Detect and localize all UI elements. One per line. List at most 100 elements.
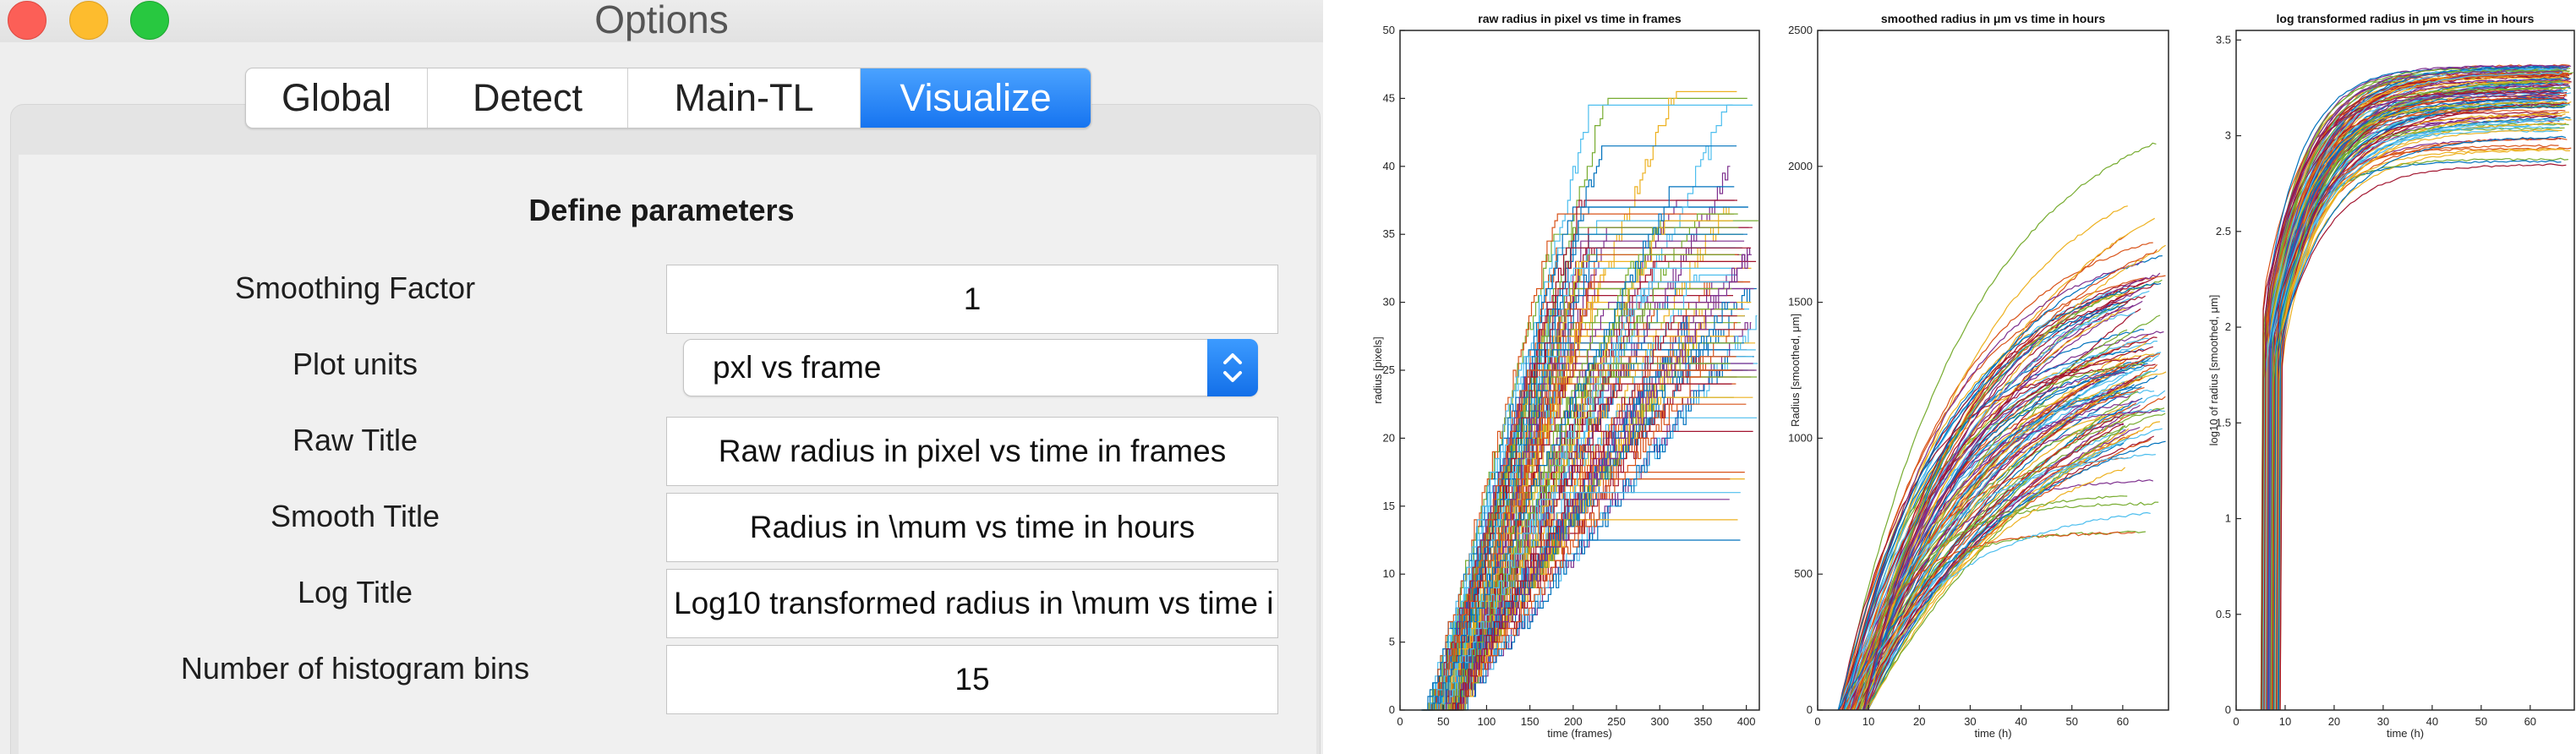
series-line [1860,530,2146,711]
y-tick-label: 1500 [1788,296,1813,309]
series-line [2262,160,2562,711]
series-line [2267,98,2567,711]
series-line [2269,91,2562,711]
plots-area: 0 50 100 150 200 250 300 350 400 0 5 10 15 20 25 30 35 40… [1323,0,2576,754]
series-line [2274,82,2563,711]
x-tick-label: 0 [2233,715,2239,728]
x-tick-label: 60 [2117,715,2129,728]
plot-frame [2235,30,2575,711]
series-line [2266,72,2573,711]
x-tick-label: 10 [2279,715,2291,728]
series-line [1449,383,1732,711]
tab-detect[interactable]: Detect [428,68,628,128]
x-tick-label: 40 [2015,715,2026,728]
y-tick-label: 30 [1383,296,1395,309]
series-group [1837,142,2167,711]
series-line [1437,247,1752,711]
series-line [1856,423,2125,711]
x-tick-label: 10 [1862,715,1874,728]
series-line [1867,391,2139,711]
histogram-bins-field[interactable]: 15 [666,645,1278,714]
series-line [2273,113,2566,711]
series-line [1850,382,2125,711]
x-tick-label: 50 [2475,715,2487,728]
series-line [1432,369,1732,711]
tab-global[interactable]: Global [246,68,428,128]
series-line [1841,431,2139,710]
chart-title: smoothed radius in μm vs time in hours [1881,12,2105,25]
x-tick-label: 200 [1564,715,1583,728]
smoothed-radius-plot: 0 10 20 30 40 50 60 0 500 1000 1500 2000 2500 smoothe… [1788,12,2169,740]
series-line [2275,90,2564,711]
y-tick-label: 35 [1383,227,1395,240]
plot-units-select[interactable]: pxl vs frame [683,339,1258,396]
series-line [1425,281,1731,711]
series-line [1853,205,2128,710]
series-line [1837,299,2130,711]
close-window-button[interactable] [8,1,46,40]
series-line [2263,101,2572,711]
series-line [2265,75,2569,711]
plot-frame [1817,30,2169,711]
series-line [1839,346,2153,711]
y-tick-label: 15 [1383,500,1395,512]
log-radius-plot: 0 10 20 30 40 50 60 0 0.5 1 1.5 2 2.5 3 3.5 log transfo… [2207,12,2575,740]
tab-main-tl[interactable]: Main-TL [628,68,861,128]
series-line [1842,295,2146,710]
minimize-window-button[interactable] [69,1,108,40]
section-heading: Define parameters [528,193,795,227]
series-line [2267,70,2563,711]
series-line [2263,97,2563,711]
options-window: Options Global Detect Main-TL Visualize … [0,0,1323,754]
series-line [1858,279,2163,710]
smooth-title-field[interactable]: Radius in \mum vs time in hours [666,493,1278,562]
series-line [1855,366,2145,710]
series-line [1433,492,1741,711]
series-line [1863,304,2125,711]
y-tick-label: 50 [1383,24,1395,36]
smoothing-factor-field[interactable]: 1 [666,265,1278,334]
x-axis-label: time (h) [1974,727,2011,740]
series-line [2261,83,2569,711]
series-line [1839,242,2153,711]
series-line [1427,356,1753,711]
y-tick-label: 2500 [1788,24,1813,36]
series-line [1844,329,2145,710]
series-line [2278,128,2562,711]
raw-radius-plot: 0 50 100 150 200 250 300 350 400 0 5 10 15 20 25 30 35 40… [1371,12,1760,740]
series-line [1868,272,2161,710]
y-tick-label: 40 [1383,160,1395,172]
series-group [2260,63,2573,711]
maximize-window-button[interactable] [130,1,169,40]
y-tick-label: 0 [1389,703,1395,716]
window-title: Options [594,0,729,41]
series-line [2278,135,2567,711]
y-tick-label: 3.5 [2216,33,2231,46]
series-line [1856,428,2163,710]
series-line [1858,244,2166,710]
series-line [2262,87,2566,711]
series-line [1842,233,2129,711]
chart-title: log transformed radius in μm vs time in … [2277,12,2535,25]
series-line [2270,79,2562,711]
up-down-chevron-icon[interactable] [1207,339,1258,396]
series-line [1427,302,1731,711]
series-line [1843,282,2162,711]
x-tick-label: 50 [2065,715,2077,728]
log-title-field[interactable]: Log10 transformed radius in \mum vs time… [666,569,1278,638]
series-line [1426,186,1735,711]
series-line [1859,442,2125,710]
series-line [1864,428,2130,711]
series-line [2270,68,2570,711]
series-line [1854,467,2126,710]
series-line [1854,341,2147,711]
series-line [2268,119,2564,711]
series-line [1862,429,2126,711]
series-line [1863,385,2142,711]
series-line [1864,424,2126,711]
y-tick-label: 3 [2225,129,2231,142]
tab-visualize[interactable]: Visualize [861,68,1091,128]
raw-title-field[interactable]: Raw radius in pixel vs time in frames [666,417,1278,486]
series-line [2276,102,2564,711]
y-axis-label: radius [pixels] [1371,336,1384,403]
